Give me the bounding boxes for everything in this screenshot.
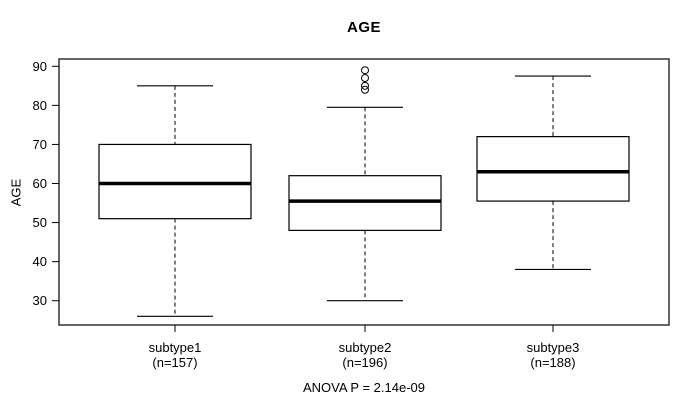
plot-frame	[58, 58, 670, 326]
outlier-point	[361, 85, 369, 94]
y-tick-label: 50	[33, 215, 47, 230]
x-category-label: subtype2	[339, 340, 392, 355]
x-category-label: subtype3	[527, 340, 580, 355]
outlier-point	[361, 66, 369, 75]
iqr-box	[98, 143, 252, 220]
x-category-sublabel: (n=188)	[530, 355, 575, 370]
y-tick-label: 40	[33, 254, 47, 269]
x-category-sublabel: (n=196)	[342, 355, 387, 370]
x-category-label: subtype1	[149, 340, 202, 355]
y-tick-label: 70	[33, 137, 47, 152]
outlier-point	[361, 74, 369, 83]
anova-annotation: ANOVA P = 2.14e-09	[302, 380, 425, 395]
iqr-box	[476, 136, 630, 202]
y-tick-label: 90	[33, 59, 47, 74]
iqr-box	[288, 175, 442, 231]
chart-title: AGE	[346, 19, 381, 36]
y-tick-label: 30	[33, 293, 47, 308]
y-tick-label: 60	[33, 176, 47, 191]
x-category-sublabel: (n=157)	[152, 355, 197, 370]
y-tick-label: 80	[33, 98, 47, 113]
outlier-point	[361, 81, 369, 90]
